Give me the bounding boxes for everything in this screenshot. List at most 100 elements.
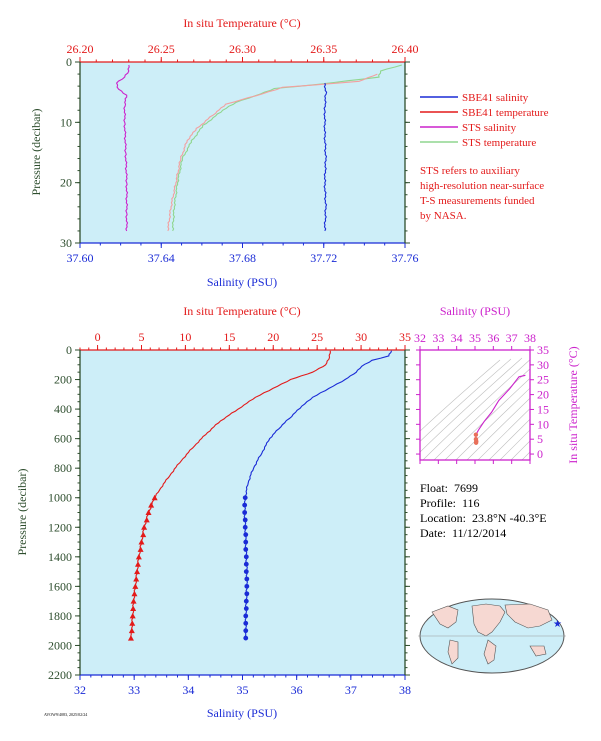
ts-series — [473, 374, 526, 445]
temperature-marker — [145, 509, 152, 515]
temperature-marker — [151, 494, 158, 501]
salinity-profile-line — [243, 350, 393, 639]
pressure-tick-label: 0 — [66, 343, 72, 357]
legend-label-sts-salinity: STS salinity — [462, 122, 517, 134]
temperature-tick-label: 26.35 — [310, 42, 337, 56]
ts-temperature-tick-label: 5 — [537, 432, 543, 446]
pressure-tick-label: 2200 — [48, 668, 72, 682]
temperature-marker — [143, 516, 150, 523]
ts-temperature-tick-label: 15 — [537, 402, 549, 416]
sts-note-line-4: by NASA. — [420, 210, 467, 222]
salinity-marker — [242, 524, 248, 530]
pressure-tick-label: 200 — [54, 373, 72, 387]
pressure-tick-label: 10 — [60, 115, 72, 129]
near-surface-temperature-axis-title: In situ Temperature (°C) — [183, 16, 300, 30]
ts-temperature-tick-label: 25 — [537, 373, 549, 387]
ts-marker — [473, 440, 479, 445]
salinity-tick-label: 38 — [399, 683, 411, 697]
temperature-marker — [127, 635, 134, 641]
sts-note: STS refers to auxiliary high-resolution … — [420, 165, 544, 222]
pressure-tick-label: 400 — [54, 402, 72, 416]
ts-salinity-tick-label: 38 — [524, 331, 536, 345]
temperature-tick-label: 30 — [355, 330, 367, 344]
ts-density-contour — [420, 359, 501, 432]
series-line-sbe41-temperature — [167, 73, 378, 232]
temperature-marker — [134, 568, 141, 575]
temperature-profile-line — [130, 350, 331, 639]
ts-density-contour — [455, 387, 530, 460]
ts-temperature-tick-label: 0 — [537, 447, 543, 461]
near-surface-legend: SBE41 salinity SBE41 temperature STS sal… — [420, 92, 549, 149]
temperature-marker — [128, 627, 135, 634]
salinity-marker — [243, 554, 249, 560]
sts-note-line-1: STS refers to auxiliary — [420, 165, 520, 177]
full-profile-salinity-axis-title: Salinity (PSU) — [207, 706, 277, 720]
near-surface-pressure-axis-title: Pressure (decibar) — [29, 109, 43, 196]
world-map: ★ — [418, 598, 566, 674]
salinity-tick-label: 37.60 — [67, 251, 94, 265]
temperature-tick-label: 5 — [138, 330, 144, 344]
salinity-marker — [243, 598, 249, 604]
ts-density-contour — [510, 440, 530, 460]
salinity-marker — [244, 576, 250, 582]
near-surface-plot-area — [80, 62, 405, 243]
temperature-marker — [132, 583, 139, 589]
ts-salinity-axis-title: Salinity (PSU) — [440, 304, 510, 318]
temperature-marker — [135, 553, 142, 560]
salinity-tick-label: 37.64 — [148, 251, 175, 265]
salinity-marker — [242, 495, 248, 501]
ts-density-contour — [499, 429, 530, 460]
salinity-marker — [243, 547, 249, 552]
map-africa-south — [483, 639, 497, 665]
map-asia-africa — [471, 603, 506, 637]
temperature-tick-label: 10 — [179, 330, 191, 344]
float-info: Float: 7699 Profile: 116 Location: 23.8°… — [420, 481, 547, 541]
series-line-sbe41-salinity — [323, 82, 328, 232]
legend-label-sts-temperature: STS temperature — [462, 137, 536, 149]
map-eurasia — [504, 603, 553, 629]
pressure-tick-label: 20 — [60, 176, 72, 190]
temperature-tick-label: 0 — [95, 330, 101, 344]
salinity-tick-label: 36 — [291, 683, 303, 697]
near-surface-axes: 26.20 26.25 26.30 26.35 26.40 37.60 37.64 37.68… — [60, 42, 419, 265]
temperature-tick-label: 35 — [399, 330, 411, 344]
temperature-marker — [130, 605, 137, 612]
ts-marker — [473, 432, 479, 437]
legend-label-sbe41-salinity: SBE41 salinity — [462, 92, 529, 104]
temperature-marker — [148, 502, 155, 508]
temperature-marker — [129, 620, 136, 626]
ts-diagram: Salinity (PSU) In situ Temperature (°C) … — [414, 304, 580, 464]
pressure-tick-label: 1200 — [48, 520, 72, 534]
profile-label: Profile: — [420, 496, 456, 510]
float-location-star-icon: ★ — [553, 619, 562, 630]
temperature-tick-label: 26.30 — [229, 42, 256, 56]
salinity-marker — [242, 502, 248, 508]
pressure-tick-label: 1400 — [48, 550, 72, 564]
ts-temperature-tick-label: 35 — [537, 343, 549, 357]
ts-density-contour — [420, 358, 512, 442]
temperature-tick-label: 20 — [267, 330, 279, 344]
temperature-marker — [130, 598, 137, 604]
profile-row: Profile: 116 — [420, 496, 547, 511]
temperature-tick-label: 26.40 — [392, 42, 419, 56]
float-value: 7699 — [454, 481, 479, 495]
pressure-tick-label: 800 — [54, 461, 72, 475]
ts-density-contour — [422, 359, 530, 460]
map-continents — [431, 603, 553, 665]
salinity-tick-label: 32 — [74, 683, 86, 697]
ts-density-contour — [477, 408, 530, 460]
ts-density-contour — [466, 397, 530, 460]
salinity-marker — [243, 628, 249, 634]
location-label: Location: — [420, 511, 466, 525]
temperature-marker — [133, 575, 140, 582]
salinity-marker — [244, 583, 250, 589]
near-surface-salinity-axis-title: Salinity (PSU) — [207, 275, 277, 289]
map-south-america — [447, 639, 459, 665]
temperature-marker — [131, 590, 138, 597]
salinity-tick-label: 37.68 — [229, 251, 256, 265]
ts-salinity-tick-label: 37 — [506, 331, 518, 345]
salinity-marker — [243, 539, 249, 545]
